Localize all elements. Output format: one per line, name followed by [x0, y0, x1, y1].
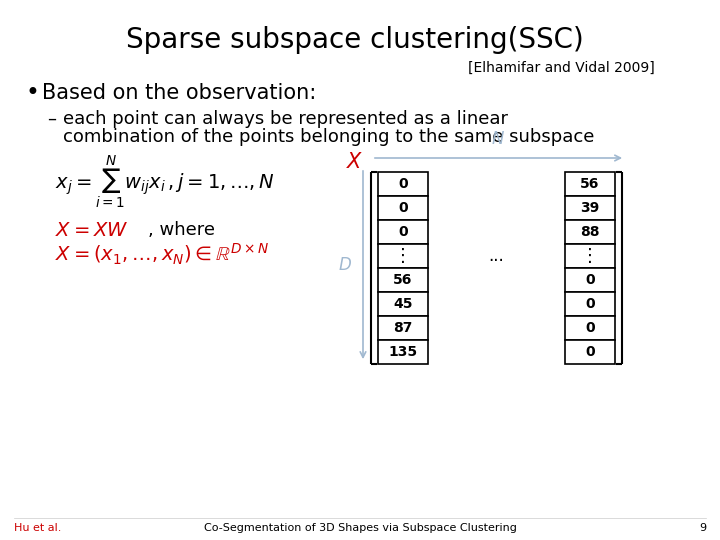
Text: ⋮: ⋮ — [394, 247, 412, 265]
Text: $D$: $D$ — [338, 256, 352, 274]
Text: 0: 0 — [585, 345, 595, 359]
Text: combination of the points belonging to the same subspace: combination of the points belonging to t… — [63, 128, 595, 146]
Text: 39: 39 — [580, 201, 600, 215]
Bar — [378, 172, 428, 196]
Text: [Elhamifar and Vidal 2009]: [Elhamifar and Vidal 2009] — [468, 61, 655, 75]
Bar — [378, 292, 428, 316]
Text: 0: 0 — [585, 297, 595, 311]
Bar — [378, 316, 428, 340]
Text: 87: 87 — [393, 321, 413, 335]
Bar — [378, 244, 428, 268]
Text: $N$: $N$ — [491, 130, 505, 148]
Bar — [378, 268, 428, 292]
Text: ⋮: ⋮ — [581, 247, 599, 265]
Text: Sparse subspace clustering(SSC): Sparse subspace clustering(SSC) — [126, 26, 584, 54]
Bar — [565, 268, 615, 292]
Text: 0: 0 — [398, 225, 408, 239]
Text: 9: 9 — [699, 523, 706, 533]
Text: 135: 135 — [388, 345, 418, 359]
Text: $X$: $X$ — [346, 152, 364, 172]
Text: $x_j = \sum_{i=1}^{N} w_{ij} x_i \, , j = 1, \ldots, N$: $x_j = \sum_{i=1}^{N} w_{ij} x_i \, , j … — [55, 153, 275, 211]
Text: 88: 88 — [580, 225, 600, 239]
Text: Hu et al.: Hu et al. — [14, 523, 61, 533]
Bar — [565, 172, 615, 196]
Bar — [565, 196, 615, 220]
Text: $X = XW$: $X = XW$ — [55, 220, 128, 240]
Text: each point can always be represented as a linear: each point can always be represented as … — [63, 110, 508, 128]
Text: 0: 0 — [585, 321, 595, 335]
Bar — [378, 196, 428, 220]
Bar — [565, 292, 615, 316]
Text: 56: 56 — [580, 177, 600, 191]
Bar — [378, 220, 428, 244]
Text: 0: 0 — [585, 273, 595, 287]
Text: –: – — [48, 110, 56, 128]
Text: , where: , where — [148, 221, 215, 239]
Text: $X = (x_1, \ldots, x_N) \in \mathbb{R}^{D \times N}$: $X = (x_1, \ldots, x_N) \in \mathbb{R}^{… — [55, 241, 269, 267]
Text: 45: 45 — [393, 297, 413, 311]
Text: 0: 0 — [398, 201, 408, 215]
Text: ...: ... — [489, 247, 505, 265]
Bar — [565, 316, 615, 340]
Text: Co-Segmentation of 3D Shapes via Subspace Clustering: Co-Segmentation of 3D Shapes via Subspac… — [204, 523, 516, 533]
Bar — [378, 340, 428, 364]
Text: Based on the observation:: Based on the observation: — [42, 83, 316, 103]
Bar — [565, 244, 615, 268]
Bar — [565, 220, 615, 244]
Text: 56: 56 — [393, 273, 413, 287]
Text: 0: 0 — [398, 177, 408, 191]
Bar — [565, 340, 615, 364]
Text: •: • — [25, 81, 39, 105]
